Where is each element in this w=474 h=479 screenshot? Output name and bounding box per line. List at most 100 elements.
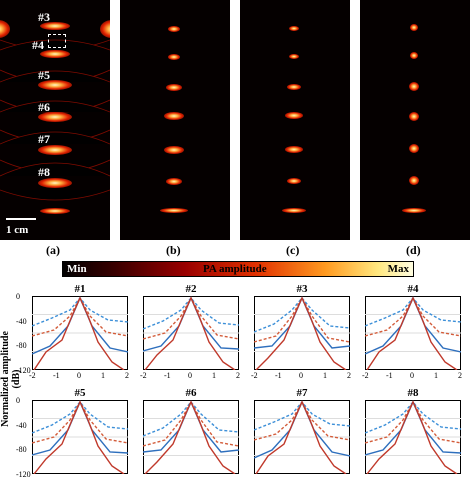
solid-red-curve	[255, 400, 347, 474]
target-5	[38, 80, 72, 90]
dashed-blue-curve	[365, 400, 461, 434]
roi-box	[48, 34, 66, 48]
plot-title: #4	[407, 283, 419, 295]
x-tick-label: -1	[275, 371, 282, 380]
target	[409, 144, 419, 153]
profile-plot	[254, 400, 350, 474]
dashed-red-curve	[365, 296, 461, 337]
target	[289, 26, 299, 31]
x-tick-label: -1	[164, 371, 171, 380]
plot-title: #8	[407, 387, 419, 399]
x-tick-label: -2	[251, 371, 258, 380]
x-tick-label: -2	[362, 371, 369, 380]
x-tick-label: 1	[101, 371, 105, 380]
x-tick-label: -1	[386, 371, 393, 380]
target	[166, 178, 182, 185]
dashed-blue-curve	[32, 400, 128, 434]
y-tick-label: -40	[16, 420, 27, 430]
x-tick-label: -1	[53, 371, 60, 380]
target	[168, 54, 180, 60]
x-tick-label: 0	[77, 371, 81, 380]
y-tick-label: -80	[16, 341, 27, 351]
x-tick-label: 1	[434, 371, 438, 380]
target-7	[38, 145, 72, 155]
y-tick-label: -120	[16, 470, 31, 479]
plot-title: #2	[185, 283, 197, 295]
solid-red-curve	[255, 296, 347, 370]
caption-c: (c)	[286, 243, 300, 257]
target	[168, 26, 180, 32]
caption-b: (b)	[166, 243, 181, 257]
profile-plot	[143, 400, 239, 474]
caption-a: (a)	[46, 243, 60, 257]
edge-glow-left	[0, 20, 10, 38]
profile-plot	[365, 400, 461, 474]
dashed-red-curve	[143, 400, 239, 447]
image-panel-b	[120, 0, 230, 240]
dashed-red-curve	[254, 296, 350, 343]
colorbar: Min PA amplitude Max	[62, 261, 414, 277]
x-tick-label: 0	[188, 371, 192, 380]
solid-red-curve	[33, 400, 125, 474]
target	[410, 52, 418, 59]
solid-red-curve	[144, 400, 236, 474]
x-tick-label: -2	[140, 371, 147, 380]
target-3	[40, 22, 70, 30]
plot-title: #6	[185, 387, 197, 399]
profile-plot	[32, 400, 128, 474]
y-tick-label: -80	[16, 445, 27, 455]
plot-title: #1	[74, 283, 86, 295]
scale-bar	[6, 218, 36, 220]
solid-red-curve	[144, 296, 236, 370]
target	[164, 112, 184, 120]
image-panel-a: #3 #4 #5 #6 #7 #8 1 cm	[0, 0, 110, 240]
target	[289, 54, 299, 59]
x-tick-label: 2	[236, 371, 240, 380]
dashed-red-curve	[254, 400, 350, 441]
y-tick-label: 0	[16, 292, 20, 301]
target-6	[38, 112, 72, 122]
solid-red-curve	[33, 296, 125, 370]
target-8	[38, 178, 72, 188]
marker-4: #4	[32, 38, 44, 52]
target	[285, 146, 303, 153]
target	[409, 82, 419, 91]
y-tick-label: -120	[16, 366, 31, 375]
x-tick-label: 0	[410, 371, 414, 380]
target-bottom	[40, 208, 70, 214]
target	[409, 176, 419, 185]
dashed-red-curve	[32, 296, 128, 337]
x-tick-label: 1	[212, 371, 216, 380]
dashed-blue-curve	[143, 400, 239, 437]
x-tick-label: 0	[299, 371, 303, 380]
target	[160, 208, 188, 213]
solid-red-curve	[366, 296, 458, 370]
target	[282, 208, 306, 213]
dashed-blue-curve	[143, 296, 239, 330]
target	[409, 112, 419, 121]
plot-title: #7	[296, 387, 308, 399]
profile-plot	[365, 296, 461, 370]
profile-plot	[32, 296, 128, 370]
profile-plot	[143, 296, 239, 370]
target	[285, 112, 303, 119]
target	[287, 178, 301, 184]
image-panel-c	[240, 0, 350, 240]
y-tick-label: -40	[16, 316, 27, 326]
plot-title: #5	[74, 387, 86, 399]
x-tick-label: -2	[29, 371, 36, 380]
speckle-pattern	[0, 39, 110, 201]
x-tick-label: 2	[347, 371, 351, 380]
target-4	[40, 50, 70, 58]
target	[410, 24, 418, 31]
marker-6: #6	[38, 100, 50, 114]
image-panel-d	[360, 0, 470, 240]
target	[287, 84, 301, 90]
target	[164, 146, 184, 154]
target	[402, 208, 426, 213]
x-tick-label: 2	[458, 371, 462, 380]
x-tick-label: 2	[125, 371, 129, 380]
marker-8: #8	[38, 165, 50, 179]
colorbar-title: PA amplitude	[203, 263, 267, 275]
edge-glow-right	[100, 20, 110, 38]
